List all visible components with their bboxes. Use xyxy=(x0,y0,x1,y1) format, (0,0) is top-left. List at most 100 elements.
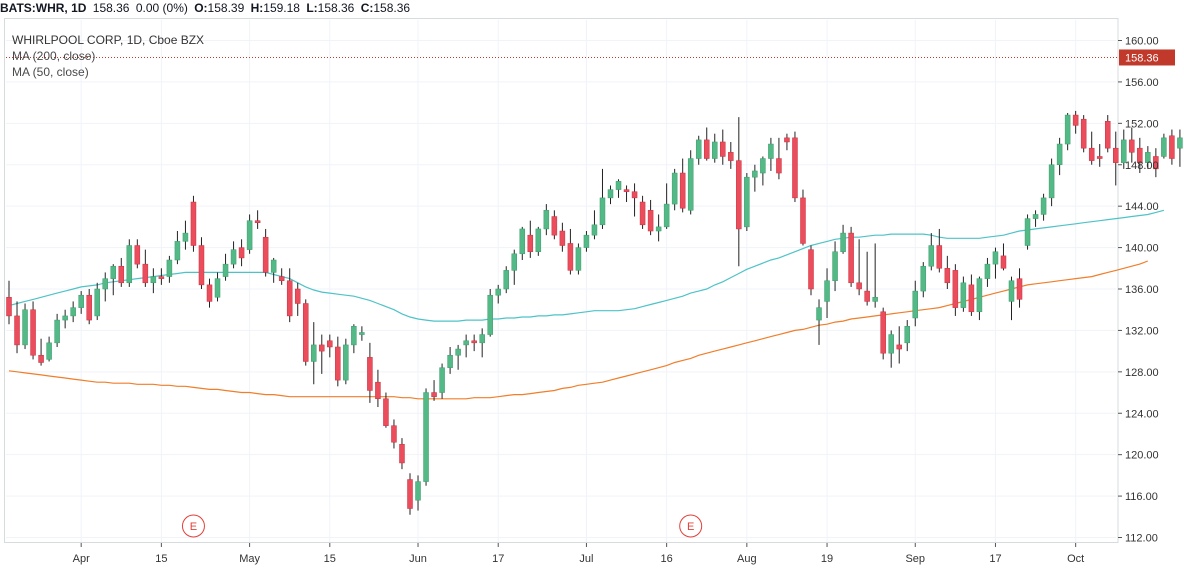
candle-body xyxy=(1161,137,1167,157)
legend-ma50[interactable]: MA (50, close) xyxy=(12,65,89,79)
candle-body xyxy=(1056,143,1063,166)
candle-body xyxy=(102,278,108,290)
y-tick-label: 132.00 xyxy=(1125,325,1159,337)
candle-body xyxy=(1145,152,1151,163)
candle-body xyxy=(832,251,838,281)
close-value: 158.36 xyxy=(373,1,411,15)
candle-body xyxy=(110,265,117,279)
candle-body xyxy=(623,189,630,192)
candle-body xyxy=(62,315,68,321)
candle-body xyxy=(760,158,766,174)
candle-body xyxy=(768,143,774,159)
candle-body xyxy=(1137,147,1143,163)
symbol-label[interactable]: BATS:WHR, 1D xyxy=(0,1,87,15)
candle-body xyxy=(278,276,285,281)
candle-body xyxy=(86,294,92,321)
candle-body xyxy=(904,326,910,344)
candle-body xyxy=(543,210,550,230)
last-price-tag xyxy=(1119,49,1175,66)
candle-body xyxy=(431,392,437,397)
candle-body xyxy=(415,481,421,501)
candle-body xyxy=(1024,218,1031,246)
candle-body xyxy=(848,232,854,284)
candle-body xyxy=(343,344,349,381)
candle-body xyxy=(583,234,590,248)
candle-body xyxy=(752,170,758,178)
candle-body xyxy=(439,367,445,393)
x-tick-label: May xyxy=(239,553,260,565)
candle-body xyxy=(1113,147,1119,163)
candle-body xyxy=(615,181,622,190)
chart-frame[interactable] xyxy=(4,18,1118,543)
time-axis[interactable]: Apr 15 May 15 Jun 17 Jul 16 Aug 19 Sep 17 Oct xyxy=(73,543,1085,565)
candle-body xyxy=(840,232,846,252)
candle-body xyxy=(479,334,485,344)
earnings-marker-label: E xyxy=(190,521,197,533)
candle-body xyxy=(335,346,341,381)
candle-body xyxy=(367,357,373,391)
x-tick-label: Oct xyxy=(1067,553,1084,565)
candle-body xyxy=(1008,280,1015,302)
candle-body xyxy=(327,340,333,348)
candle-body xyxy=(1169,135,1175,159)
candle-body xyxy=(744,176,750,228)
y-tick-label: 124.00 xyxy=(1125,408,1159,420)
x-tick-label: 17 xyxy=(989,553,1001,565)
candle-body xyxy=(535,228,542,252)
candle-body xyxy=(391,425,397,443)
candle-body xyxy=(46,342,52,360)
candle-body xyxy=(1064,114,1071,145)
price-axis[interactable]: 112.00 116.00 120.00 124.00 128.00 132.00 136.… xyxy=(1118,36,1175,545)
candle-body xyxy=(6,297,12,317)
x-tick-label: 15 xyxy=(155,553,167,565)
candle-body xyxy=(679,172,686,209)
symbol-header: BATS:WHR, 1D 158.36 0.00 (0%) O:158.39 H… xyxy=(0,0,1184,18)
y-tick-label: 112.00 xyxy=(1125,533,1158,545)
x-tick-label: 17 xyxy=(492,553,504,565)
candle-body xyxy=(1040,197,1047,215)
candle-body xyxy=(1129,139,1135,153)
candle-body xyxy=(182,232,189,242)
candle-body xyxy=(270,259,277,273)
candle-body xyxy=(463,340,469,346)
candle-body xyxy=(551,216,558,236)
candle-body xyxy=(655,226,662,232)
legend-ma200[interactable]: MA (200, close) xyxy=(12,49,96,63)
candle-body xyxy=(856,282,862,290)
candle-body xyxy=(447,355,453,368)
candle-body xyxy=(311,344,317,362)
candle-body xyxy=(142,263,149,284)
candle-body xyxy=(150,276,157,284)
candle-body xyxy=(174,241,181,261)
candle-body xyxy=(880,311,886,354)
candle-body xyxy=(294,288,301,304)
candle-body xyxy=(503,270,509,290)
candle-body xyxy=(166,259,173,277)
earnings-marker-icon[interactable] xyxy=(181,514,205,538)
candle-body xyxy=(800,197,806,244)
candle-body xyxy=(222,263,229,277)
candle-body xyxy=(527,234,534,252)
candle-body xyxy=(559,230,566,246)
earnings-marker-icon[interactable] xyxy=(679,514,703,538)
candle-body xyxy=(78,294,84,308)
candle-body xyxy=(912,290,919,319)
candle-body xyxy=(647,210,654,232)
candle-body xyxy=(302,303,309,362)
candle-body xyxy=(824,280,830,302)
x-tick-label: 19 xyxy=(821,553,833,565)
candle-body xyxy=(198,245,205,286)
x-tick-label: Sep xyxy=(905,553,925,565)
low-label: L: xyxy=(306,1,318,15)
candle-body xyxy=(1121,139,1127,163)
candle-body xyxy=(816,307,822,321)
candle-body xyxy=(864,290,870,302)
y-tick-label: 148.00 xyxy=(1125,160,1159,172)
candle-body xyxy=(968,284,975,313)
legend-title[interactable]: WHIRLPOOL CORP, 1D, Cboe BZX xyxy=(12,33,205,47)
candle-body xyxy=(319,344,325,352)
candle-body xyxy=(952,270,959,308)
candle-body xyxy=(14,315,20,346)
